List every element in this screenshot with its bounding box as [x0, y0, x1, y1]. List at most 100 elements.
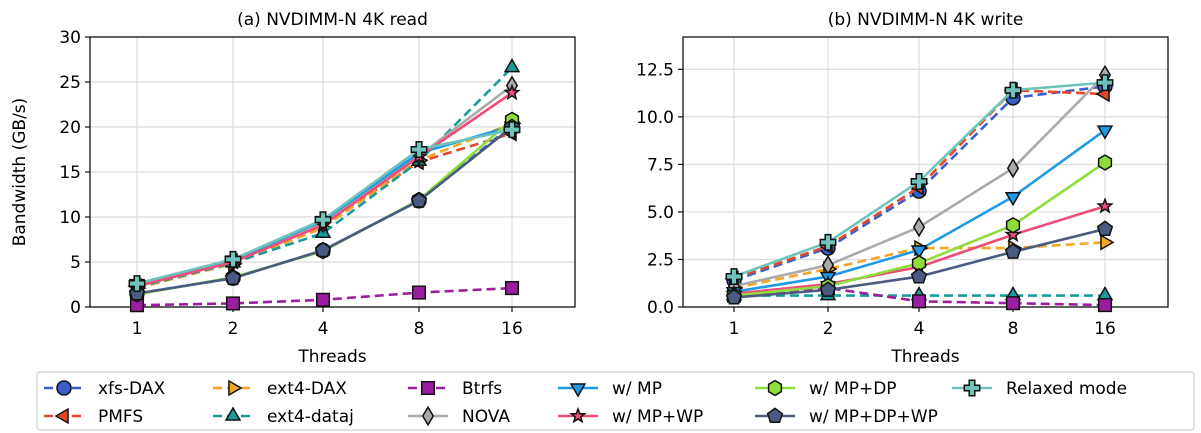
y-tick-label: 12.5	[636, 60, 674, 80]
series-line-ext4-dataj	[136, 66, 513, 289]
series-relaxed-mode	[128, 121, 521, 293]
chart-title: (a) NVDIMM-N 4K read	[237, 10, 428, 30]
y-tick-label: 15	[59, 163, 81, 183]
legend-label: Relaxed mode	[1006, 379, 1127, 399]
data-point-nova	[912, 216, 926, 238]
legend-swatch-marker	[420, 380, 436, 396]
legend-entry-btrfs: Btrfs	[408, 379, 502, 399]
data-point-w-mp-dp-wp	[224, 269, 242, 286]
legend-swatch-marker	[56, 380, 72, 396]
y-tick-label: 7.5	[647, 155, 674, 175]
chart-panel-read: 1 2 4 8 16 0 5 10 15 20 25 30 (a) NVDIMM-N 4K read Th…	[10, 10, 576, 367]
data-point-w-mp-dp-wp	[1096, 220, 1114, 237]
data-point-relaxed-mode	[1004, 81, 1022, 99]
y-tick-label: 0.0	[647, 298, 674, 318]
data-point-w-mp-dp-wp	[910, 267, 928, 284]
data-point-ext4-dataj	[503, 58, 521, 73]
data-point-w-mp-dp-wp	[314, 241, 332, 258]
data-point-nova	[1006, 157, 1020, 179]
series-w-mp-dp-wp	[725, 220, 1114, 305]
legend-swatch-marker	[228, 379, 243, 397]
data-point-w-mp-wp	[1096, 197, 1114, 214]
data-point-w-mp-dp-wp	[1004, 243, 1022, 259]
legend-label: ext4-DAX	[267, 379, 347, 399]
y-tick-label: 5.0	[647, 203, 674, 223]
y-tick-label: 2.5	[647, 250, 674, 270]
legend-entry-w-mp: w/ MP	[558, 379, 662, 399]
x-tick-label: 4	[318, 319, 329, 339]
series-w-mp-dp-wp	[128, 118, 521, 301]
legend-label: Btrfs	[462, 379, 502, 399]
y-tick-label: 10	[59, 208, 81, 228]
data-point-btrfs	[315, 292, 331, 307]
series-line-xfs-dax	[733, 85, 1106, 282]
series-line-relaxed-mode	[136, 128, 513, 285]
series-w-mp	[128, 121, 521, 294]
data-point-btrfs	[411, 285, 427, 300]
data-point-ext4-dataj	[1096, 286, 1114, 301]
data-point-w-mp-dp-wp	[410, 192, 428, 208]
data-point-btrfs	[911, 294, 927, 309]
x-tick-label: 2	[823, 319, 834, 339]
y-tick-label: 0	[70, 298, 81, 318]
legend-swatch-marker	[54, 407, 69, 425]
data-point-w-mp	[1004, 191, 1022, 207]
data-point-relaxed-mode	[314, 211, 332, 229]
legend-frame	[36, 371, 1195, 431]
x-tick-label: 2	[228, 319, 239, 339]
chart-panel-write: 1 2 4 8 16 0.0 2.5 5.0 7.5 10.0 12.5 (b) NVDIMM-N 4…	[636, 10, 1169, 367]
series-line-ext4-dax	[136, 122, 513, 290]
data-point-btrfs	[504, 281, 520, 296]
data-point-ext4-dax	[1100, 234, 1115, 251]
data-point-btrfs	[1005, 296, 1021, 311]
legend-swatch-marker	[569, 383, 587, 398]
legend-entry-ext4-dataj: ext4-dataj	[213, 406, 354, 427]
y-tick-label: 30	[59, 28, 81, 48]
legend-label: w/ MP+WP	[612, 407, 703, 427]
legend-entry-ext4-dax: ext4-DAX	[213, 379, 347, 399]
series-line-w-mp	[136, 124, 513, 285]
data-point-w-mp-dp	[1005, 217, 1021, 234]
legend-entry-relaxed-mode: Relaxed mode	[952, 379, 1127, 399]
y-axis-label: Bandwidth (GB/s)	[10, 98, 30, 247]
legend: xfs-DAX PMFS ext4-DAX ext4-dataj Btrfs NOVA w/…	[36, 371, 1195, 431]
data-point-relaxed-mode	[410, 141, 428, 158]
chart-title: (b) NVDIMM-N 4K write	[828, 10, 1024, 30]
legend-swatch-marker	[767, 379, 783, 397]
data-point-w-mp-wp	[503, 83, 521, 101]
data-point-w-mp-wp	[1004, 225, 1022, 243]
series-w-mp-wp	[128, 83, 521, 294]
legend-entry-w-mp-dp-wp: w/ MP+DP+WP	[755, 407, 938, 427]
data-point-relaxed-mode	[128, 275, 146, 293]
legend-label: w/ MP+DP	[809, 379, 897, 399]
data-point-btrfs	[1097, 298, 1113, 313]
data-point-w-mp-dp-wp	[819, 281, 837, 297]
series-ext4-dax	[132, 115, 522, 297]
legend-swatch-marker	[963, 379, 981, 397]
legend-label: PMFS	[98, 407, 143, 427]
legend-label: xfs-DAX	[98, 379, 165, 399]
legend-entry-xfs-dax: xfs-DAX	[44, 379, 165, 399]
legend-label: NOVA	[462, 407, 510, 427]
legend-label: w/ MP+DP+WP	[809, 407, 938, 427]
data-point-w-mp-dp	[1097, 154, 1113, 171]
data-point-relaxed-mode	[503, 121, 521, 139]
x-tick-label: 4	[914, 319, 925, 339]
data-point-relaxed-mode	[725, 268, 743, 286]
legend-entry-w-mp-wp: w/ MP+WP	[558, 406, 703, 427]
legend-swatch-marker	[224, 406, 242, 421]
legend-swatch-marker	[569, 406, 587, 424]
data-point-relaxed-mode	[1096, 74, 1114, 92]
x-tick-label: 8	[1008, 319, 1019, 339]
legend-swatch-marker	[766, 407, 784, 423]
x-tick-label: 8	[414, 319, 425, 339]
x-tick-label: 1	[132, 319, 143, 339]
x-axis-label: Threads	[297, 347, 366, 367]
data-point-relaxed-mode	[819, 233, 837, 251]
y-tick-label: 20	[59, 118, 81, 138]
x-axis-label: Threads	[890, 347, 959, 367]
legend-swatch-marker	[421, 405, 435, 427]
series-line-pmfs	[136, 132, 513, 288]
x-tick-label: 1	[729, 319, 740, 339]
